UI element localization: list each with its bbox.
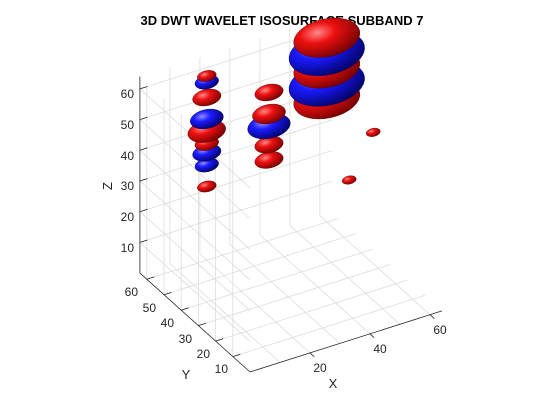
axis-lines: [139, 76, 443, 373]
z-tick-mark: [139, 116, 148, 120]
gridline: [139, 150, 333, 213]
x-axis-label: X: [329, 376, 338, 391]
negative-blob: [190, 108, 224, 130]
y-tick-label: 40: [161, 316, 175, 330]
z-tick-mark: [139, 86, 148, 90]
y-tick-mark: [198, 322, 207, 326]
y-axis-line: [139, 272, 251, 373]
gridline: [139, 119, 333, 182]
z-axis-ticks: 10 20 30 40 50 60: [121, 87, 135, 255]
positive-blob: [341, 175, 357, 185]
y-tick-label: 60: [125, 285, 139, 299]
x-tick-label: 40: [373, 342, 387, 356]
z-tick-mark: [139, 208, 148, 213]
gridline: [199, 253, 311, 354]
isosurface-blobs: [187, 17, 381, 193]
gridline: [319, 215, 431, 315]
gridline: [169, 263, 281, 363]
y-tick-mark: [146, 276, 155, 280]
x-tick-label: 60: [433, 323, 447, 337]
y-tick-mark: [232, 353, 241, 357]
y-axis-ticks: 10 20 30 40 50 60: [125, 285, 229, 376]
gridline: [181, 248, 374, 311]
z-tick-mark: [139, 147, 148, 151]
gridline: [229, 244, 341, 344]
gridline: [163, 233, 357, 296]
z-tick-label: 20: [121, 210, 135, 224]
x-axis-ticks: 20 40 60: [313, 323, 447, 375]
x-tick-mark: [309, 352, 315, 358]
z-tick-label: 10: [121, 241, 135, 255]
gridline: [289, 225, 401, 325]
gridline: [139, 211, 251, 311]
z-tick-mark: [139, 178, 148, 182]
positive-blob: [197, 180, 217, 193]
gridline: [215, 279, 408, 342]
positive-blob: [293, 17, 361, 58]
positive-blob: [254, 83, 284, 102]
y-axis-label: Y: [182, 367, 191, 382]
y-tick-mark: [181, 307, 189, 311]
positive-blob: [192, 88, 222, 107]
x-axis-line: [249, 310, 443, 373]
z-axis-label: Z: [100, 182, 115, 190]
y-tick-mark: [163, 292, 172, 296]
gridline: [139, 180, 251, 281]
gridline: [198, 264, 391, 326]
gridline: [146, 217, 339, 280]
gridline: [232, 295, 425, 357]
gridline: [139, 180, 333, 243]
positive-blob: [197, 70, 217, 82]
gridline: [139, 242, 251, 342]
x-tick-mark: [429, 314, 435, 319]
y-tick-label: 10: [215, 362, 229, 376]
gridline: [139, 150, 251, 250]
z-tick-label: 60: [121, 87, 135, 101]
positive-blob: [365, 127, 381, 137]
gridline: [139, 119, 251, 219]
y-tick-label: 50: [143, 301, 157, 315]
z-tick-label: 30: [121, 179, 135, 193]
z-tick-label: 50: [121, 118, 135, 132]
z-tick-mark: [139, 239, 148, 243]
positive-blob: [252, 103, 286, 125]
y-tick-label: 20: [197, 347, 211, 361]
y-tick-label: 30: [179, 332, 193, 346]
y-tick-mark: [215, 338, 224, 342]
chart-title: 3D DWT WAVELET ISOSURFACE SUBBAND 7: [141, 13, 424, 28]
gridline: [259, 234, 371, 335]
x-tick-label: 20: [313, 361, 327, 375]
z-tick-label: 40: [121, 149, 135, 163]
grid-lines: [139, 19, 431, 363]
x-tick-mark: [369, 333, 375, 338]
